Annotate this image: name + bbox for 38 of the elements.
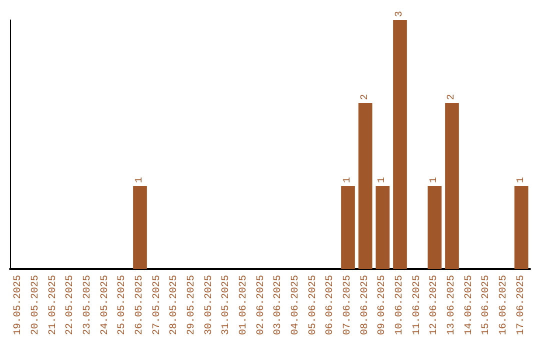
x-tick-label: 31.05.2025 bbox=[221, 275, 232, 336]
x-tick-label: 07.06.2025 bbox=[342, 275, 354, 336]
x-tick-label: 10.06.2025 bbox=[394, 275, 406, 336]
x-tick-label: 08.06.2025 bbox=[360, 275, 371, 336]
x-tick-label: 06.06.2025 bbox=[325, 275, 336, 336]
data-label: 1 bbox=[342, 176, 354, 183]
x-tick-label: 25.05.2025 bbox=[117, 275, 128, 336]
x-tick-label: 17.06.2025 bbox=[516, 275, 527, 336]
x-tick-label: 15.06.2025 bbox=[481, 275, 492, 336]
data-label: 1 bbox=[377, 176, 388, 183]
data-label: 1 bbox=[429, 176, 440, 183]
x-tick-label: 28.05.2025 bbox=[169, 275, 180, 336]
x-tick-label: 12.06.2025 bbox=[429, 275, 440, 336]
x-tick-label: 04.06.2025 bbox=[290, 275, 302, 336]
x-tick-label: 30.05.2025 bbox=[204, 275, 215, 336]
x-tick-label: 24.05.2025 bbox=[100, 275, 111, 336]
x-tick-label: 11.06.2025 bbox=[412, 275, 423, 336]
x-tick-label: 23.05.2025 bbox=[82, 275, 94, 336]
x-tick-label: 26.05.2025 bbox=[134, 275, 146, 336]
x-tick-label: 01.06.2025 bbox=[238, 275, 250, 336]
x-tick-label: 19.05.2025 bbox=[13, 275, 24, 336]
data-label: 1 bbox=[516, 176, 527, 183]
x-tick-label: 13.06.2025 bbox=[446, 275, 458, 336]
data-label: 2 bbox=[446, 94, 458, 100]
x-tick-label: 09.06.2025 bbox=[377, 275, 388, 336]
x-tick-label: 05.06.2025 bbox=[308, 275, 319, 336]
x-tick-label: 03.06.2025 bbox=[273, 275, 284, 336]
x-tick-label: 21.05.2025 bbox=[48, 275, 59, 336]
x-tick-label: 02.06.2025 bbox=[256, 275, 267, 336]
x-tick-label: 29.05.2025 bbox=[186, 275, 198, 336]
data-label: 3 bbox=[394, 10, 406, 17]
data-label: 1 bbox=[134, 176, 146, 183]
x-tick-label: 22.05.2025 bbox=[65, 275, 76, 336]
x-tick-label: 14.06.2025 bbox=[464, 275, 475, 336]
x-tick-label: 20.05.2025 bbox=[30, 275, 42, 336]
x-tick-label: 27.05.2025 bbox=[152, 275, 163, 336]
data-label: 2 bbox=[360, 94, 371, 100]
x-tick-label: 16.06.2025 bbox=[498, 275, 510, 336]
